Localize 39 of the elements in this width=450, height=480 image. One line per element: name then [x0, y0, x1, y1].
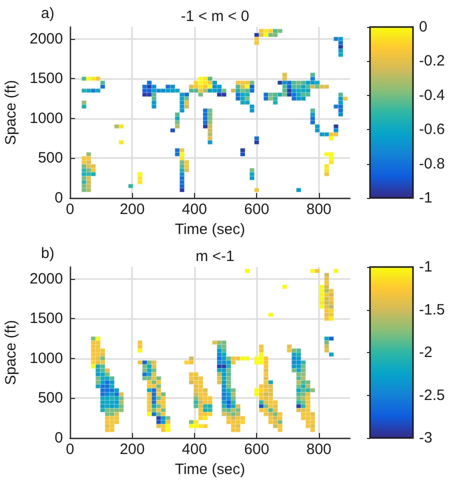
color-bar-label: -2 — [419, 344, 432, 361]
y-tick-label: 2000 — [30, 270, 63, 288]
color-bar-label: -1 — [419, 258, 432, 276]
color-bar-label: -0.2 — [419, 52, 445, 70]
x-tick-label: 800 — [306, 201, 332, 218]
x-tick-label: 600 — [244, 201, 270, 218]
y-axis-title: Space (ft) — [2, 320, 20, 386]
y-tick-label: 500 — [38, 390, 63, 407]
color-bar-label: -1.5 — [419, 301, 445, 318]
color-bar-label: -0.4 — [419, 86, 445, 104]
y-tick-label: 500 — [38, 150, 63, 167]
y-tick-label: 1000 — [30, 110, 63, 127]
x-tick-label: 0 — [66, 441, 74, 458]
color-bar-label: -0.8 — [419, 155, 445, 172]
chart-title: -1 < m < 0 — [180, 8, 250, 25]
color-bar-label: -2.5 — [419, 386, 445, 404]
y-axis-title: Space (ft) — [2, 80, 20, 146]
text: b) — [41, 245, 54, 262]
y-tick-label: 0 — [54, 430, 63, 446]
x-tick-label: 400 — [182, 441, 207, 458]
y-tick-label: 1500 — [30, 70, 63, 88]
x-tick-label: 200 — [120, 441, 145, 458]
x-axis-title: Time (sec) — [174, 460, 246, 478]
x-tick-label: 200 — [120, 201, 145, 218]
x-tick-label: 0 — [66, 201, 74, 218]
x-tick-label: 600 — [244, 441, 270, 458]
y-tick-label: 1000 — [30, 350, 63, 367]
color-bar-label: -0.6 — [419, 121, 445, 138]
color-bar-label: -3 — [419, 430, 432, 446]
color-bar-label: 0 — [419, 18, 428, 36]
x-tick-label: 400 — [182, 201, 207, 218]
chart-title: m <-1 — [196, 248, 234, 265]
y-tick-label: 1500 — [30, 310, 63, 328]
y-tick-label: 0 — [54, 190, 63, 206]
text: a) — [41, 5, 54, 22]
y-tick-label: 2000 — [30, 30, 63, 48]
x-axis-title: Time (sec) — [174, 220, 246, 238]
color-bar-label: -1 — [419, 190, 432, 206]
x-tick-label: 800 — [306, 441, 332, 458]
